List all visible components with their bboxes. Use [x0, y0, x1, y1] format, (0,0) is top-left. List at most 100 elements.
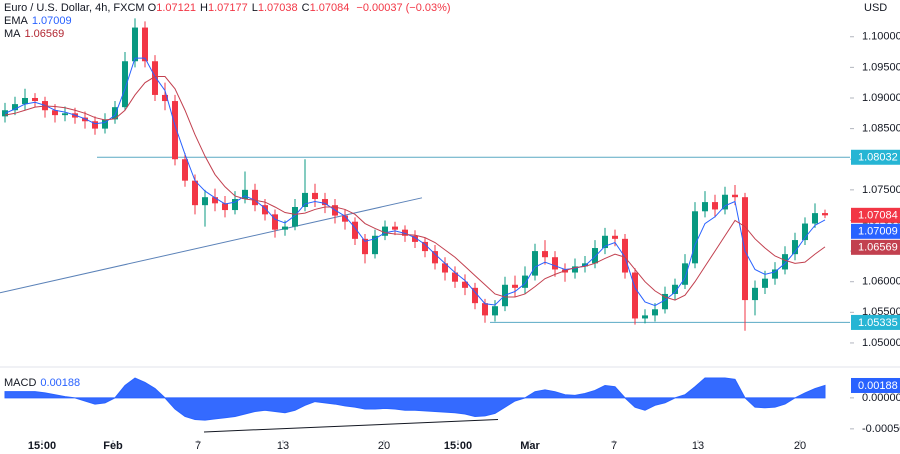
candle-body	[582, 263, 588, 267]
macd-badge: 0.00188	[858, 380, 898, 392]
candle-body	[542, 251, 548, 258]
candle-body	[252, 189, 258, 206]
y-tick-label: -0.00050	[862, 423, 900, 435]
candle-body	[602, 235, 608, 249]
ohlc-key: O	[147, 2, 157, 14]
ma-badge: 1.06569	[858, 242, 898, 254]
candle-body	[492, 306, 498, 316]
ohlc-value: 1.07084	[309, 2, 350, 14]
ma-legend: MA 1.06569	[4, 28, 64, 41]
candle-body	[512, 284, 518, 288]
ohlc-value: 1.07177	[207, 2, 248, 14]
ohlc-key: H	[200, 2, 208, 14]
y-tick-label: 1.09000	[862, 92, 900, 104]
ema-badge: 1.07009	[858, 226, 898, 238]
candle-body	[32, 97, 38, 102]
x-tick-label: 20	[794, 440, 806, 452]
candle-body	[732, 194, 738, 198]
y-tick-label: 1.07500	[862, 184, 900, 196]
level-badge-bg	[851, 149, 900, 165]
level-badge: 1.08032	[858, 152, 898, 164]
candle-body	[362, 238, 368, 255]
x-tick-label: 20	[378, 440, 390, 452]
macd-area	[4, 377, 826, 421]
candle-body	[122, 61, 128, 108]
candle-body	[712, 202, 718, 210]
y-tick-label: 1.10000	[862, 31, 900, 43]
candle-body	[482, 303, 488, 316]
x-tick-label: 15:00	[28, 440, 56, 452]
macd-value: 0.00188	[40, 377, 81, 389]
x-tick-label: Mar	[520, 440, 540, 452]
candle-body	[62, 113, 68, 116]
symbol-title: Euro / U.S. Dollar, 4h, FXCM	[4, 2, 145, 14]
candle-body	[272, 214, 278, 230]
ohlc-key: L	[251, 2, 258, 14]
macd-badge-bg	[851, 377, 900, 393]
y-tick-label: 1.09500	[862, 61, 900, 73]
candle-body	[142, 27, 148, 62]
y-tick-label: 0.00000	[862, 392, 900, 404]
close-badge: 1.07084	[858, 210, 898, 222]
candle-body	[552, 257, 558, 270]
candle-body	[242, 189, 248, 200]
ohlc-key: C	[301, 2, 310, 14]
candle-body	[672, 284, 678, 294]
candle-body	[132, 27, 138, 62]
candle-body	[572, 266, 578, 273]
header: Euro / U.S. Dollar, 4h, FXCM O1.07121 H1.…	[4, 2, 455, 15]
currency: USD	[864, 2, 887, 14]
candle-body	[792, 240, 798, 255]
candle-body	[312, 192, 318, 200]
macd-legend: MACD 0.00188	[4, 377, 80, 390]
y-tick-label: 1.06000	[862, 276, 900, 288]
candle-body	[532, 251, 538, 276]
close-badge-bg	[851, 207, 900, 223]
x-tick-label: 7	[195, 440, 201, 452]
candle-body	[462, 281, 468, 288]
candle-body	[752, 287, 758, 301]
candle-body	[52, 110, 58, 116]
candle-body	[692, 211, 698, 264]
candle-body	[592, 248, 598, 264]
candle-body	[172, 101, 178, 160]
candle-body	[682, 263, 688, 285]
candle-body	[782, 254, 788, 270]
y-tick-label: 1.08500	[862, 123, 900, 135]
candle-body	[212, 197, 218, 204]
candle-body	[722, 194, 728, 210]
candle-body	[82, 117, 88, 122]
candle-body	[282, 226, 288, 230]
candle-body	[92, 121, 98, 129]
change: −0.00037 (−0.03%)	[356, 2, 451, 14]
ohlc-value: 1.07121	[156, 2, 196, 14]
x-tick-label: 7	[611, 440, 617, 452]
ma-value: 1.06569	[24, 28, 65, 40]
ema-legend: EMA 1.07009	[4, 15, 72, 28]
ema-name: EMA	[4, 15, 28, 27]
candle-body	[402, 229, 408, 236]
x-tick-label: 13	[692, 440, 704, 452]
candle-body	[652, 309, 658, 316]
candle-body	[472, 287, 478, 304]
level-badge-bg	[851, 314, 900, 330]
candle-body	[12, 104, 18, 111]
ma-badge-bg	[851, 239, 900, 255]
candle-body	[412, 235, 418, 242]
candle-body	[432, 251, 438, 264]
candle-body	[452, 272, 458, 282]
candle-body	[182, 159, 188, 181]
candle-body	[352, 221, 358, 239]
candle-body	[222, 203, 228, 211]
candle-body	[192, 180, 198, 206]
candle-body	[382, 226, 388, 236]
ohlc: O1.07121 H1.07177 L1.07038 C1.07084	[148, 2, 354, 14]
trend-line	[203, 419, 499, 433]
x-tick-label: 13	[277, 440, 289, 452]
candle-body	[322, 199, 328, 206]
x-tick-label: Feb	[103, 440, 123, 452]
candle-body	[202, 197, 208, 206]
candle-body	[162, 94, 168, 102]
